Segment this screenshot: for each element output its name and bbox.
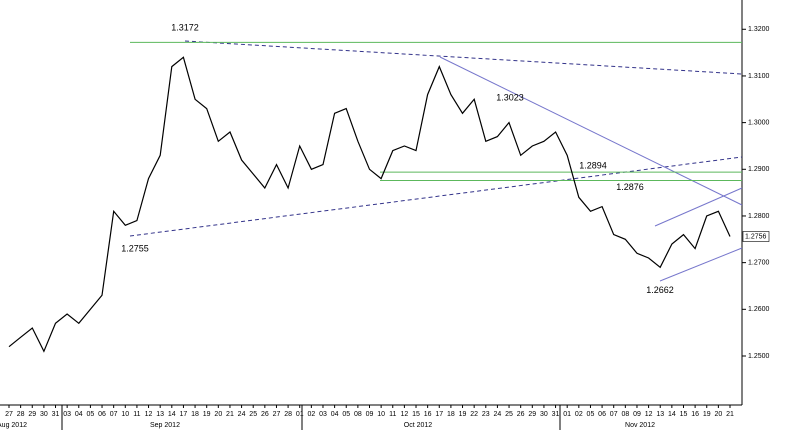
x-tick-label: 27 [5, 411, 13, 418]
x-tick-label: 21 [226, 411, 234, 418]
x-tick-label: 03 [63, 411, 71, 418]
y-tick-label: 1.2600 [748, 306, 770, 313]
x-tick-label: 26 [517, 411, 525, 418]
month-label: Nov 2012 [625, 422, 655, 429]
annotation: 1.3023 [496, 92, 524, 102]
y-tick-label: 1.2700 [748, 259, 770, 266]
x-tick-label: 31 [52, 411, 60, 418]
x-tick-label: 24 [494, 411, 502, 418]
x-tick-label: 31 [552, 411, 560, 418]
price-tag [742, 231, 770, 242]
x-tick-label: 15 [680, 411, 688, 418]
x-tick-label: 14 [668, 411, 676, 418]
x-tick-label: 28 [17, 411, 25, 418]
x-tick-label: 10 [121, 411, 129, 418]
x-tick-label: 24 [238, 411, 246, 418]
x-tick-label: 07 [610, 411, 618, 418]
x-tick-label: 02 [575, 411, 583, 418]
x-tick-label: 17 [435, 411, 443, 418]
annotation: 1.2755 [121, 243, 149, 253]
y-tick-label: 1.2900 [748, 166, 770, 173]
x-tick-label: 09 [366, 411, 374, 418]
x-tick-label: 01 [296, 411, 304, 418]
x-tick-label: 11 [133, 411, 140, 418]
trend-lines [129, 40, 743, 237]
x-tick-label: 16 [691, 411, 699, 418]
x-tick-label: 29 [28, 411, 36, 418]
channel-line [659, 247, 743, 282]
trend-line [129, 156, 743, 237]
annotation: 1.2662 [646, 285, 674, 295]
x-tick-label: 18 [191, 411, 199, 418]
x-tick-label: 30 [40, 411, 48, 418]
x-tick-label: 25 [249, 411, 257, 418]
x-tick-label: 17 [180, 411, 188, 418]
x-tick-label: 12 [645, 411, 653, 418]
x-tick-label: 05 [587, 411, 595, 418]
x-tick-label: 13 [656, 411, 664, 418]
x-tick-label: 06 [598, 411, 606, 418]
month-label: Aug 2012 [0, 422, 27, 429]
annotation: 1.3172 [171, 23, 199, 33]
x-tick-label: 14 [168, 411, 176, 418]
x-tick-label: 23 [482, 411, 490, 418]
price-tag-label: 1.2756 [745, 233, 767, 240]
x-tick-label: 10 [377, 411, 385, 418]
x-tick-label: 30 [540, 411, 548, 418]
x-tick-label: 06 [98, 411, 106, 418]
price-line [8, 56, 731, 353]
x-tick-label: 26 [261, 411, 269, 418]
x-tick-label: 08 [621, 411, 629, 418]
x-tick-label: 27 [273, 411, 281, 418]
x-tick-label: 07 [110, 411, 118, 418]
x-tick-label: 13 [156, 411, 164, 418]
x-tick-label: 05 [342, 411, 350, 418]
x-tick-label: 20 [714, 411, 722, 418]
x-tick-label: 28 [284, 411, 292, 418]
annotation: 1.2894 [579, 160, 607, 170]
x-tick-label: 03 [319, 411, 327, 418]
annotation: 1.2876 [616, 182, 644, 192]
x-tick-label: 04 [331, 411, 339, 418]
x-tick-label: 19 [459, 411, 467, 418]
x-tick-label: 19 [703, 411, 711, 418]
y-tick-label: 1.3000 [748, 119, 770, 126]
x-tick-label: 12 [145, 411, 153, 418]
x-tick-label: 01 [563, 411, 571, 418]
x-tick-label: 02 [307, 411, 315, 418]
x-tick-label: 04 [75, 411, 83, 418]
x-tick-label: 11 [389, 411, 396, 418]
x-tick-label: 20 [214, 411, 222, 418]
x-tick-label: 05 [87, 411, 95, 418]
month-label: Oct 2012 [404, 422, 433, 429]
y-tick-label: 1.3200 [748, 26, 770, 33]
y-tick-label: 1.3100 [748, 73, 770, 80]
x-tick-label: 22 [470, 411, 478, 418]
x-tick-label: 15 [412, 411, 420, 418]
x-tick-label: 25 [505, 411, 513, 418]
x-tick-label: 18 [447, 411, 455, 418]
x-tick-label: 08 [354, 411, 362, 418]
y-tick-label: 1.2800 [748, 213, 770, 220]
x-tick-label: 29 [528, 411, 536, 418]
x-tick-label: 16 [424, 411, 432, 418]
channel-line [654, 187, 743, 227]
trend-line [184, 40, 743, 75]
x-tick-label: 12 [400, 411, 408, 418]
month-label: Sep 2012 [150, 422, 180, 429]
y-tick-label: 1.2500 [748, 353, 770, 360]
x-tick-label: 09 [633, 411, 641, 418]
x-tick-label: 21 [726, 411, 734, 418]
x-tick-label: 19 [203, 411, 211, 418]
